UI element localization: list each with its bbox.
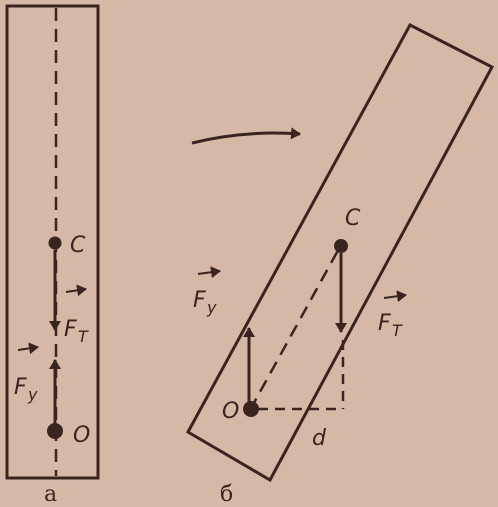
label-ft-main: F xyxy=(378,311,391,336)
label-ft: F T xyxy=(64,284,89,346)
label-fy-sub: y xyxy=(27,385,38,404)
panel-b: C F T F y O d б xyxy=(185,22,495,507)
label-fy: F y xyxy=(193,266,221,317)
label-fy: F y xyxy=(14,342,39,404)
pivot-point-o xyxy=(47,423,63,439)
rotation-arrow xyxy=(191,127,301,145)
label-o: O xyxy=(73,423,90,448)
label-fy-main: F xyxy=(14,375,27,400)
panel-a: C F T F y O а xyxy=(5,4,100,507)
label-d: d xyxy=(312,426,327,451)
bar-axis-dashed xyxy=(248,244,343,411)
vertical-bar xyxy=(5,4,100,480)
label-c: C xyxy=(70,233,86,258)
tilted-bar xyxy=(185,22,495,483)
center-point-c xyxy=(48,236,62,250)
label-c: C xyxy=(345,206,361,231)
pivot-point-o xyxy=(243,401,259,417)
label-o: O xyxy=(222,399,239,424)
label-fy-main: F xyxy=(193,288,206,313)
center-point-c xyxy=(334,239,348,253)
vector-bar-icon xyxy=(17,342,39,355)
caption-a: а xyxy=(44,482,57,507)
vector-bar-icon xyxy=(383,290,407,303)
label-ft-sub: T xyxy=(78,327,89,346)
label-fy-sub: y xyxy=(206,298,217,317)
caption-b: б xyxy=(220,482,233,507)
label-ft: F T xyxy=(378,290,407,340)
vector-bar-icon xyxy=(197,266,221,279)
vector-bar-icon xyxy=(65,284,87,297)
label-ft-sub: T xyxy=(392,321,403,340)
label-ft-main: F xyxy=(64,317,77,342)
